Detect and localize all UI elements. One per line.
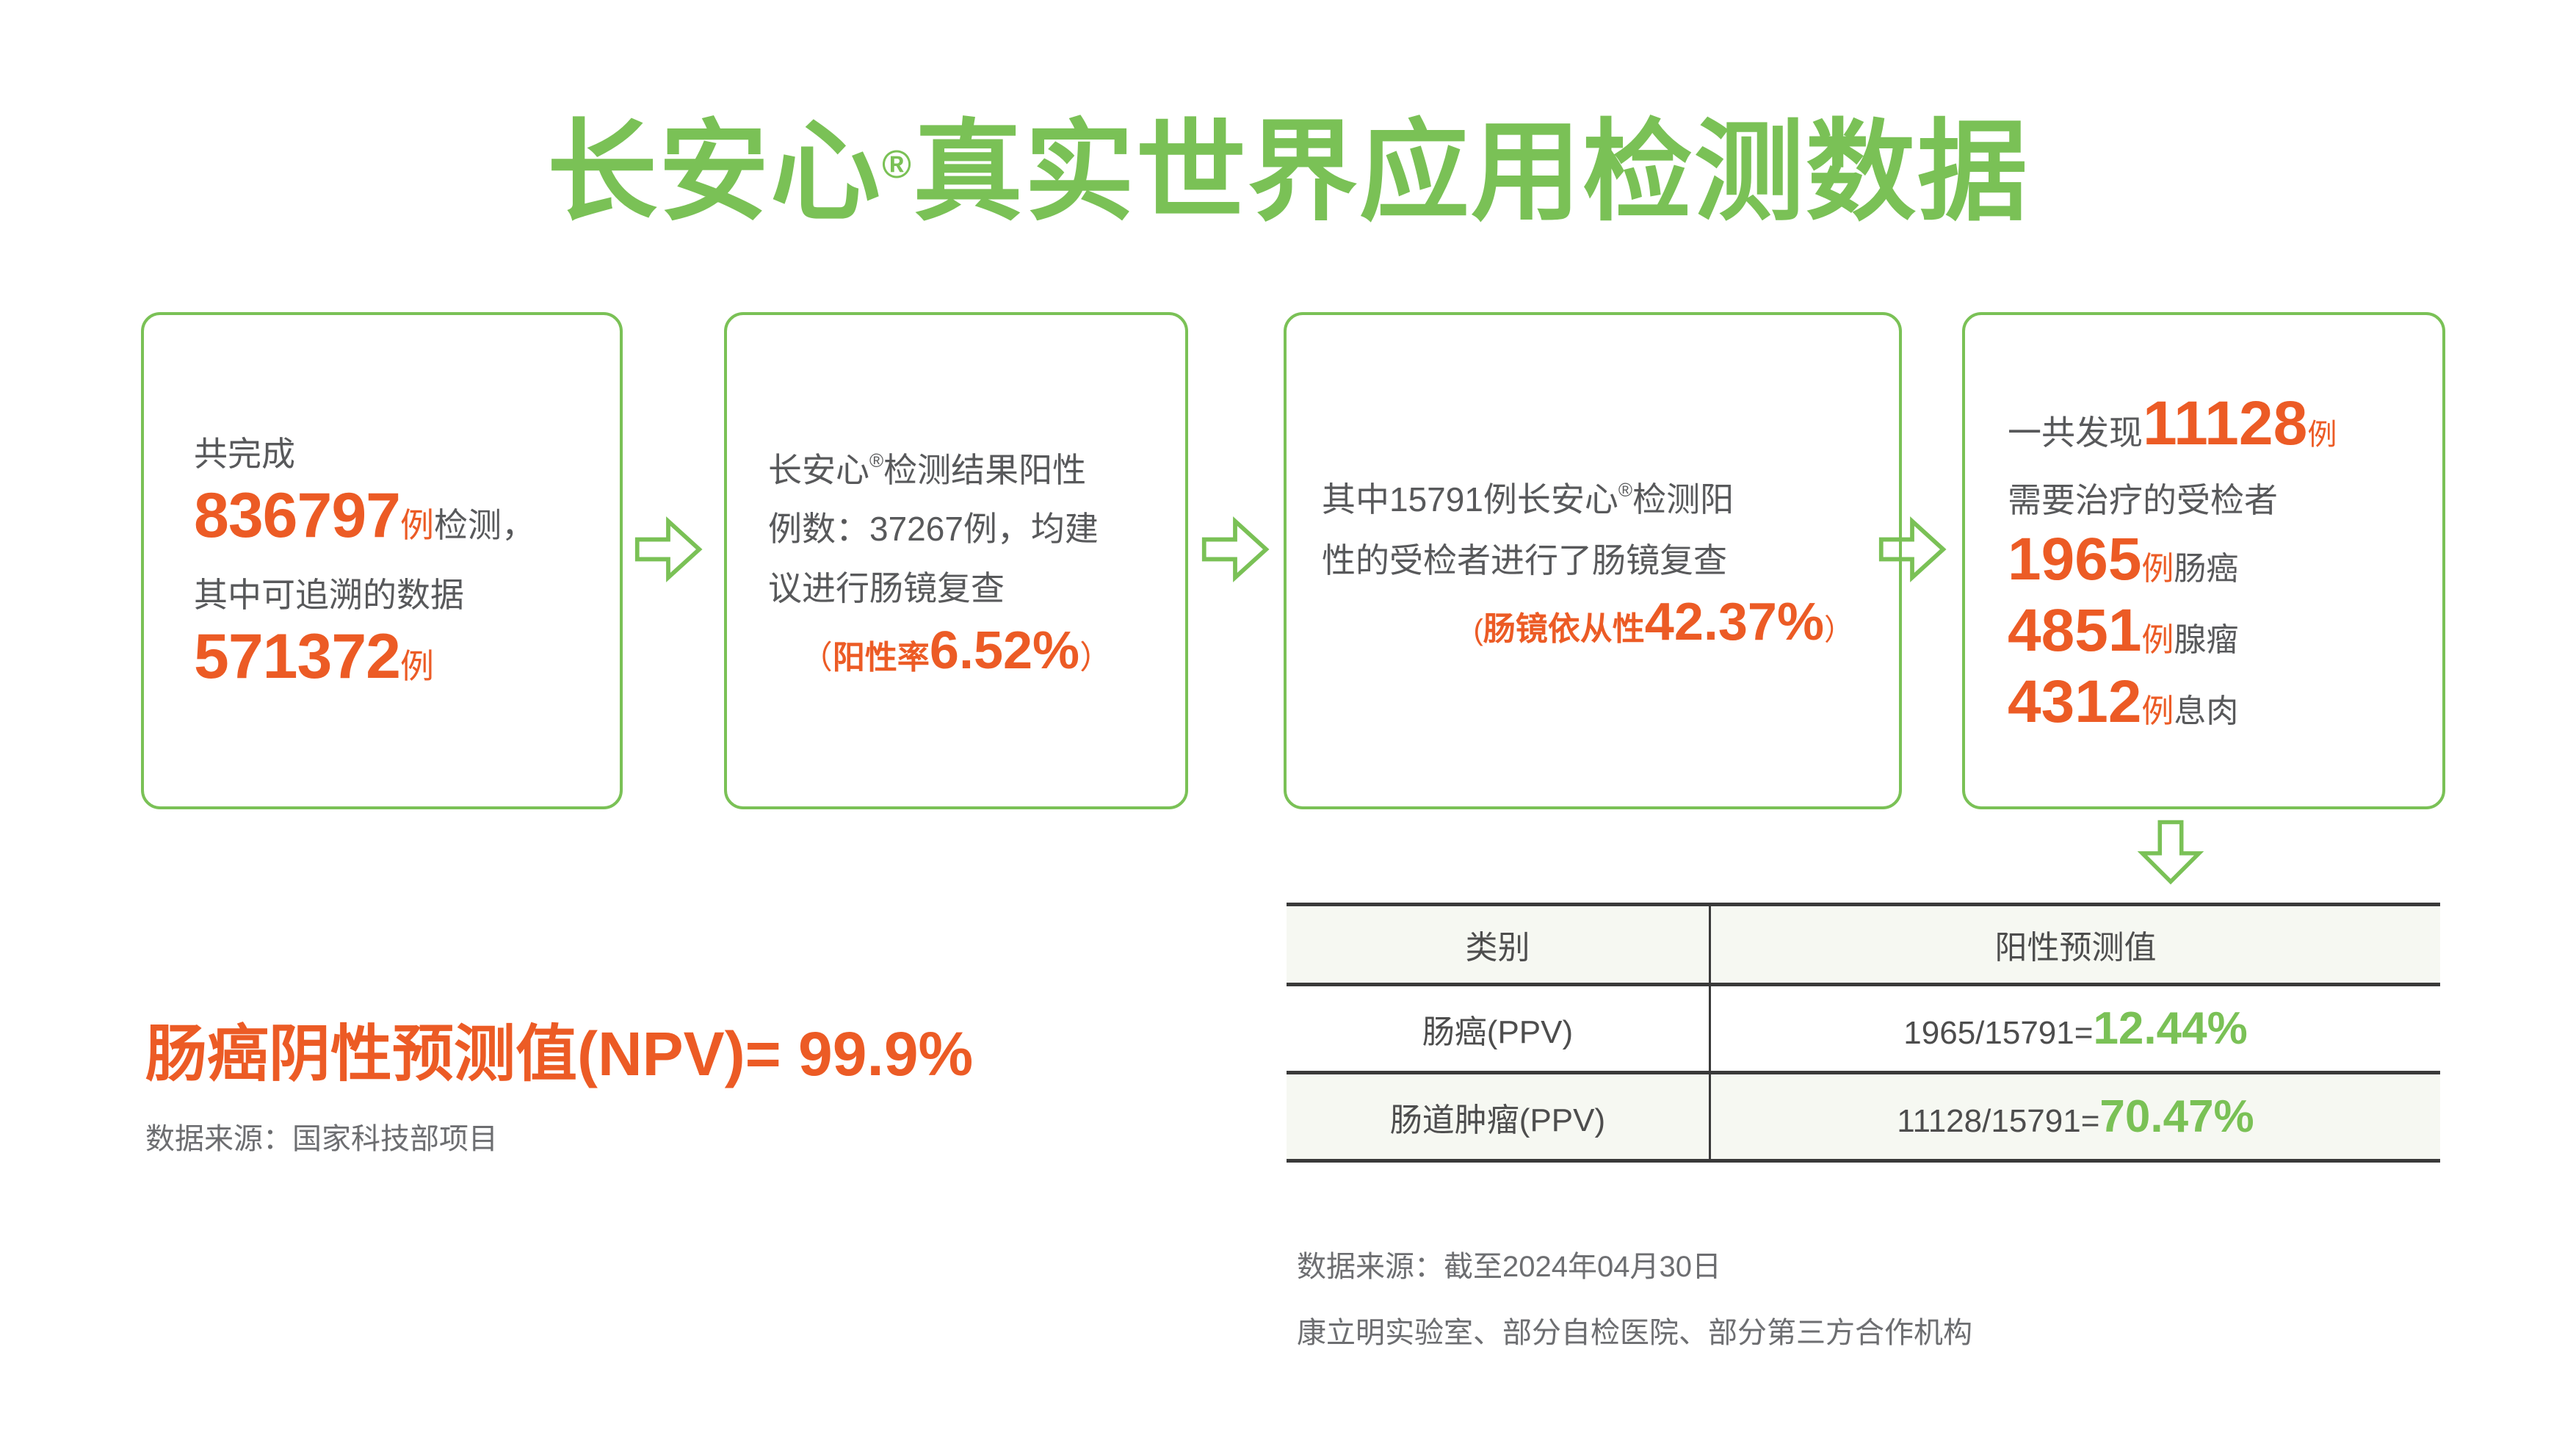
step1-line2: 其中可追溯的数据 [194,575,464,614]
ppv-row-0-formula: 1965/15791= [1903,1015,2094,1051]
page-title-rest: 真实世界应用检测数据 [912,110,2029,234]
arrow-down-icon [2137,817,2204,887]
step2-rate-value: 6.52% [929,621,1080,681]
page-title-brand: 长安心 [547,110,883,234]
step1-traceable-unit: 例 [399,646,434,685]
step4-headline: 一共发现11128例 [2008,383,2425,463]
arrow-right-icon [633,514,703,585]
step1-traceable: 571372例 [194,621,585,693]
step3-line1-b: 检测阳 [1632,480,1734,518]
registered-mark-icon: ® [1618,478,1633,501]
step2-rate-label: 阳性率 [832,640,930,676]
flow-step-3-card: 其中15791例长安心®检测阳 性的受检者进行了肠镜复查 (肠镜依从性42.37… [1284,312,1902,809]
ppv-table-header-row: 类别 阳性预测值 [1287,903,2440,986]
flow-step-2-card: 长安心®检测结果阳性 例数：37267例，均建 议进行肠镜复查 （阳性率6.52… [724,312,1188,809]
step4-headline-prefix: 一共发现 [2008,413,2143,452]
table-source-note-line2: 康立明实验室、部分自检医院、部分第三方合作机构 [1297,1317,1972,1349]
step3-compliance-rate: (肠镜依从性42.37%） [1322,592,1864,652]
step3-rate-label: 肠镜依从性 [1483,611,1645,648]
flow-step-4-card: 一共发现11128例 需要治疗的受检者 1965例肠癌 4851例腺瘤 4312… [1962,312,2445,809]
ppv-row-0-percent: 12.44% [2093,1003,2248,1054]
arrow-right-icon [1877,514,1947,585]
step1-traceable-value: 571372 [194,621,401,692]
ppv-row-0-category: 肠癌(PPV) [1287,983,1711,1074]
ppv-row-1-value: 11128/15791=70.47% [1710,1071,2440,1163]
step4-stat-2-value: 4312 [2008,668,2142,735]
ppv-table-head: 类别 阳性预测值 [1287,903,2440,986]
step2-rate-close: ） [1079,640,1112,676]
ppv-row-1-category: 肠道肿瘤(PPV) [1287,1071,1711,1163]
step3-rate-close: ） [1824,614,1853,647]
registered-mark-icon: ® [869,449,884,471]
flow-step-4-content: 一共发现11128例 需要治疗的受检者 1965例肠癌 4851例腺瘤 4312… [1965,383,2442,737]
step4-stat-colorectal-cancer: 1965例肠癌 [2008,524,2425,596]
step2-line2: 例数：37267例，均建 [768,510,1099,549]
step2-rate-open: （ [800,640,833,676]
table-row: 肠道肿瘤(PPV) 11128/15791=70.47% [1287,1071,2440,1163]
step4-stat-1-value: 4851 [2008,597,2142,665]
table-source-note-line1: 数据来源：截至2024年04月30日 [1297,1251,1721,1283]
step1-total-value: 836797 [194,480,401,551]
step3-line1-a: 其中15791例长安心 [1322,480,1618,518]
step2-line1-a: 长安心 [768,450,869,489]
step4-stat-0-value: 1965 [2008,526,2142,593]
step4-stat-adenoma: 4851例腺瘤 [2008,596,2425,667]
flow-step-1-content: 共完成 836797例检测， 其中可追溯的数据 571372例 [144,429,620,693]
step3-line1: 其中15791例长安心®检测阳 [1322,469,1864,530]
npv-source-note: 数据来源：国家科技部项目 [145,1123,498,1155]
ppv-row-1-percent: 70.47% [2099,1091,2254,1142]
step2-line1: 长安心®检测结果阳性 [768,441,1144,500]
step4-stat-1-label: 腺瘤 [2174,622,2239,659]
step2-line1-b: 检测结果阳性 [883,450,1087,489]
step1-total-suffix: 检测， [433,505,535,544]
flow-step-1-card: 共完成 836797例检测， 其中可追溯的数据 571372例 [141,312,623,809]
step1-total-unit: 例 [399,505,434,544]
flow-step-2-content: 长安心®检测结果阳性 例数：37267例，均建 议进行肠镜复查 （阳性率6.52… [727,441,1185,682]
step2-positive-rate: （阳性率6.52%） [768,621,1144,681]
ppv-row-0-value: 1965/15791=12.44% [1710,983,2440,1074]
table-row: 肠癌(PPV) 1965/15791=12.44% [1287,983,2440,1074]
step4-headline-value: 11128 [2143,389,2308,458]
step1-line1: 共完成 [194,434,295,473]
ppv-header-value: 阳性预测值 [1710,903,2440,986]
step2-line3: 议进行肠镜复查 [768,568,1005,607]
npv-statement: 肠癌阴性预测值(NPV)= 99.9% [145,1019,974,1088]
ppv-header-category: 类别 [1287,903,1711,986]
step4-stat-polyp: 4312例息肉 [2008,667,2425,738]
step4-stat-0-label: 肠癌 [2174,551,2239,588]
step3-rate-open: ( [1473,614,1483,647]
step4-stat-0-unit: 例 [2141,551,2174,588]
step4-subhead: 需要治疗的受检者 [2008,480,2278,519]
flow-step-3-content: 其中15791例长安心®检测阳 性的受检者进行了肠镜复查 (肠镜依从性42.37… [1287,469,1899,653]
step3-rate-value: 42.37% [1644,593,1824,652]
arrow-right-icon [1200,514,1270,585]
ppv-table: 类别 阳性预测值 肠癌(PPV) 1965/15791=12.44% 肠道肿瘤(… [1287,903,2440,1163]
registered-mark-icon: ® [882,142,913,187]
step4-headline-unit: 例 [2307,419,2337,452]
step4-stat-2-label: 息肉 [2174,693,2239,729]
step3-line2: 性的受检者进行了肠镜复查 [1322,541,1727,579]
step4-stat-1-unit: 例 [2141,622,2174,659]
step4-stat-2-unit: 例 [2141,693,2174,729]
step1-total-tests: 836797例检测， [194,480,585,552]
ppv-row-1-formula: 11128/15791= [1897,1103,2100,1139]
ppv-table-body: 肠癌(PPV) 1965/15791=12.44% 肠道肿瘤(PPV) 1112… [1287,983,2440,1163]
page-title: 长安心®真实世界应用检测数据 [0,110,2576,234]
